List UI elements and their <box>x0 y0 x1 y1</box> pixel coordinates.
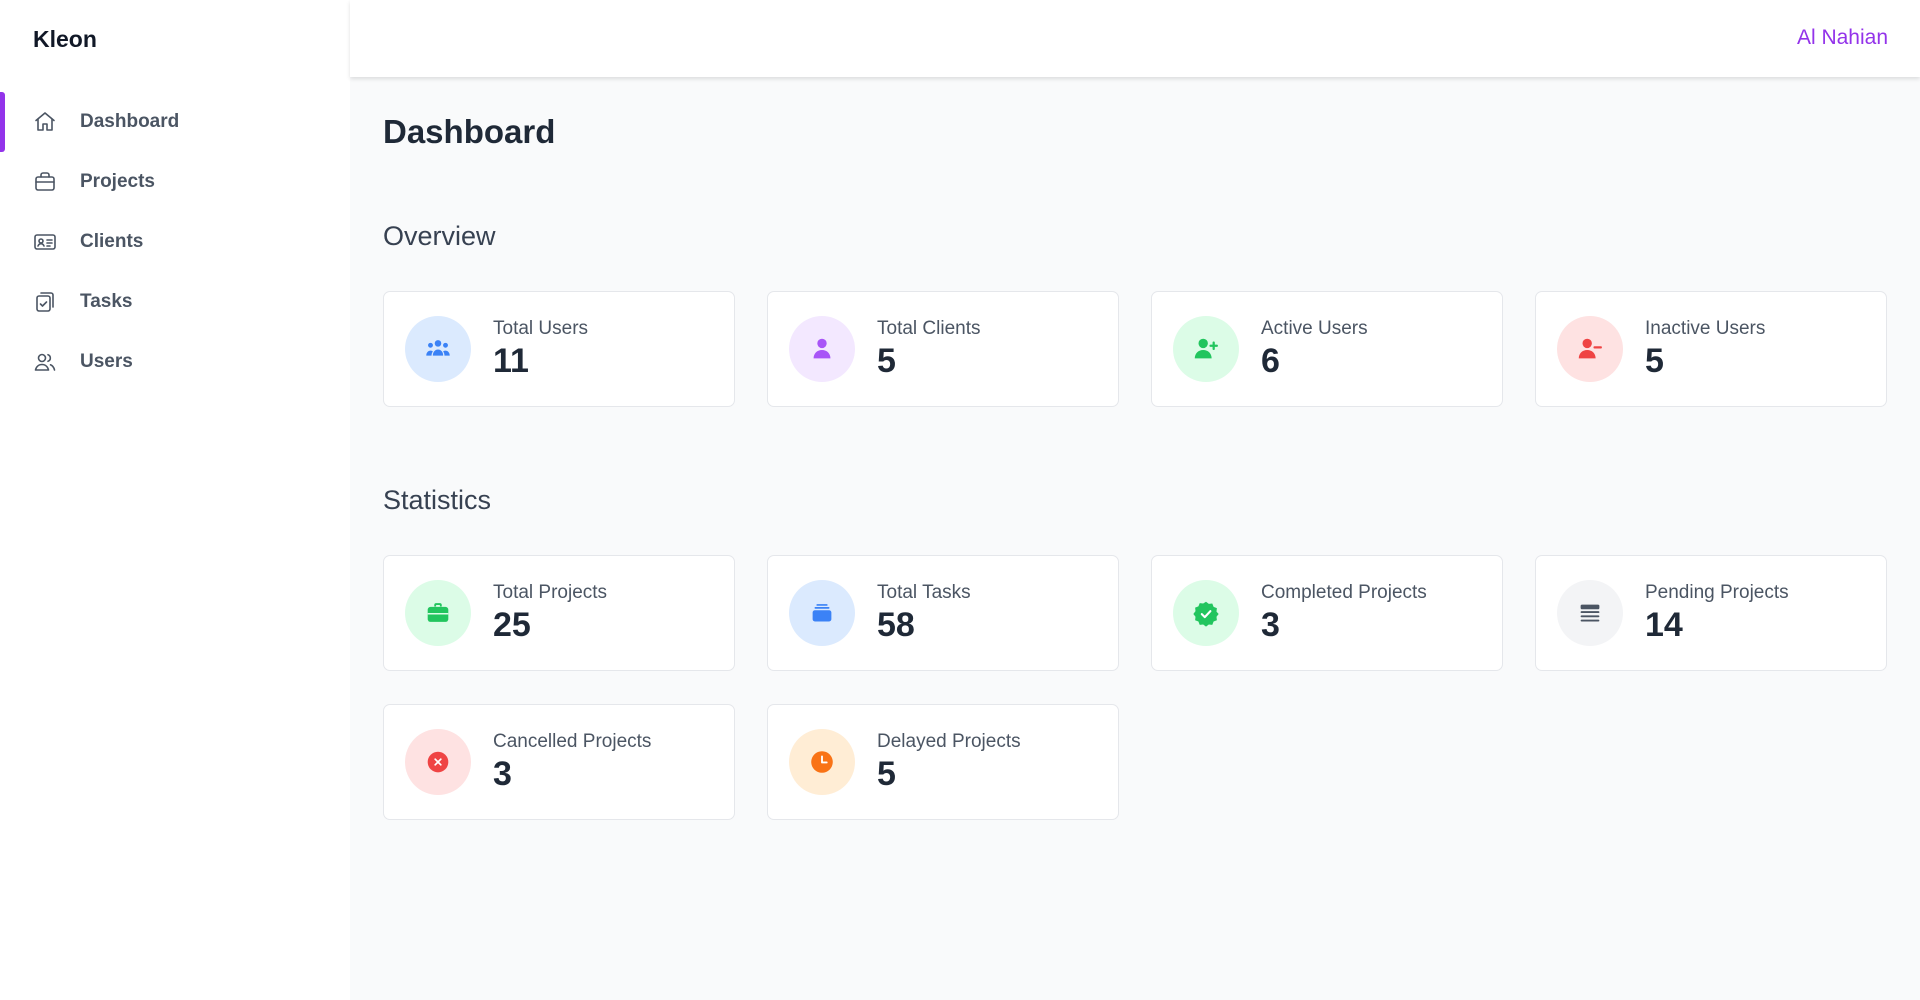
sidebar-item-label: Dashboard <box>80 111 180 132</box>
sidebar-item-projects[interactable]: Projects <box>0 152 350 212</box>
stat-label: Total Users <box>493 318 589 339</box>
stat-card-total-projects: Total Projects 25 <box>383 555 735 671</box>
sidebar-item-label: Clients <box>80 231 144 252</box>
stat-card-total-users: Total Users 11 <box>383 291 735 407</box>
stat-value: 11 <box>493 342 529 380</box>
sidebar-item-tasks[interactable]: Tasks <box>0 272 350 332</box>
stat-card-completed-projects: Completed Projects 3 <box>1151 555 1503 671</box>
stat-label: Total Projects <box>493 582 608 603</box>
stat-value: 5 <box>877 755 896 793</box>
id-card-icon <box>33 230 57 254</box>
stat-card-total-clients: Total Clients 5 <box>767 291 1119 407</box>
sidebar-nav: Dashboard Projects Clients Tasks Users <box>0 92 350 392</box>
sidebar-item-label: Tasks <box>80 291 133 312</box>
user-plus-icon <box>1173 316 1239 382</box>
x-circle-icon <box>405 729 471 795</box>
stat-card-delayed-projects: Delayed Projects 5 <box>767 704 1119 820</box>
user-menu[interactable]: Al Nahian <box>1796 26 1888 49</box>
stat-card-inactive-users: Inactive Users 5 <box>1535 291 1887 407</box>
stat-label: Cancelled Projects <box>493 731 652 752</box>
stat-card-total-tasks: Total Tasks 58 <box>767 555 1119 671</box>
user-icon <box>789 316 855 382</box>
briefcase-icon <box>33 170 57 194</box>
users-icon <box>33 350 57 374</box>
home-icon <box>33 110 57 134</box>
overview-heading: Overview <box>383 221 496 251</box>
sidebar-item-label: Users <box>80 351 133 372</box>
sidebar-item-clients[interactable]: Clients <box>0 212 350 272</box>
badge-check-icon <box>1173 580 1239 646</box>
stat-value: 5 <box>877 342 896 380</box>
stat-value: 14 <box>1645 606 1683 644</box>
page-title: Dashboard <box>383 113 556 150</box>
brand-logo[interactable]: Kleon <box>33 26 97 52</box>
sidebar: Kleon Dashboard Projects Clients Tasks <box>0 0 350 1000</box>
briefcase-icon <box>405 580 471 646</box>
sidebar-item-dashboard[interactable]: Dashboard <box>0 92 350 152</box>
stat-card-pending-projects: Pending Projects 14 <box>1535 555 1887 671</box>
stat-value: 6 <box>1261 342 1280 380</box>
stat-value: 25 <box>493 606 531 644</box>
stat-card-cancelled-projects: Cancelled Projects 3 <box>383 704 735 820</box>
sidebar-item-users[interactable]: Users <box>0 332 350 392</box>
stat-label: Inactive Users <box>1645 318 1766 339</box>
statistics-heading: Statistics <box>383 485 492 515</box>
sidebar-item-label: Projects <box>80 171 155 192</box>
stat-value: 5 <box>1645 342 1664 380</box>
user-minus-icon <box>1557 316 1623 382</box>
stack-icon <box>789 580 855 646</box>
stat-label: Active Users <box>1261 318 1368 339</box>
clipboard-check-icon <box>33 290 57 314</box>
stat-value: 3 <box>1261 606 1280 644</box>
stat-card-active-users: Active Users 6 <box>1151 291 1503 407</box>
top-header: Al Nahian <box>350 0 1920 77</box>
stat-label: Delayed Projects <box>877 731 1021 752</box>
stat-label: Pending Projects <box>1645 582 1789 603</box>
stat-label: Total Clients <box>877 318 981 339</box>
stat-label: Total Tasks <box>877 582 971 603</box>
clock-icon <box>789 729 855 795</box>
list-icon <box>1557 580 1623 646</box>
users-group-icon <box>405 316 471 382</box>
stat-label: Completed Projects <box>1261 582 1427 603</box>
main-content: Dashboard Overview Total Users 11 Total … <box>350 77 1920 1000</box>
stat-value: 3 <box>493 755 512 793</box>
stat-value: 58 <box>877 606 915 644</box>
